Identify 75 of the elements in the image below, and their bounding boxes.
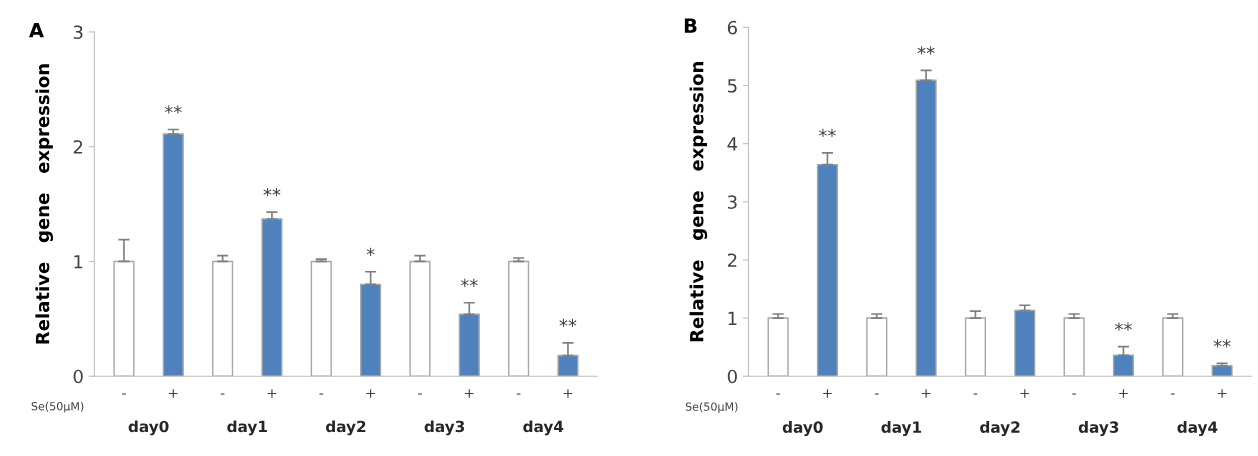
chart-title: A	[29, 23, 44, 38]
x-tick-label: -	[776, 393, 780, 395]
bar	[458, 313, 480, 377]
x-tick-label: +	[921, 389, 931, 398]
data-label: **	[559, 318, 577, 328]
text: day4	[1177, 421, 1218, 436]
data-label: **	[917, 46, 935, 55]
text: day2	[980, 421, 1020, 436]
x-tick-label: -	[319, 393, 324, 395]
x-tick-label: +	[563, 389, 573, 398]
y-tick-label: 2	[727, 253, 737, 267]
y-tick-label: 1	[728, 311, 737, 325]
data-label: **	[263, 187, 281, 197]
bar	[212, 260, 234, 377]
text: day4	[523, 420, 564, 436]
x-tick-label: +	[823, 389, 832, 398]
bar	[508, 260, 530, 377]
y-tick-label: 3	[727, 195, 737, 209]
text: day2	[325, 420, 366, 436]
bar	[816, 163, 839, 377]
y-axis-title: Relative gene expression	[689, 62, 708, 342]
data-label: **	[1213, 339, 1231, 348]
text: day3	[1078, 421, 1119, 436]
x-tick-label: +	[168, 389, 178, 398]
bar	[310, 260, 332, 377]
x-tick-label: -	[418, 393, 422, 395]
x-tick-label: -	[1170, 393, 1175, 395]
bar	[113, 260, 135, 377]
bar	[964, 317, 987, 377]
text: day1	[881, 421, 922, 436]
bar	[261, 218, 283, 377]
text: Se(50μM)	[31, 401, 84, 413]
bar	[866, 317, 888, 377]
text: day1	[227, 420, 267, 436]
bar	[915, 79, 937, 377]
x-tick-label: +	[267, 389, 277, 398]
data-label: *	[366, 247, 375, 256]
y-tick-label: 6	[727, 20, 737, 35]
bar	[1162, 317, 1184, 377]
x-tick-label: -	[122, 393, 126, 395]
x-tick-label: +	[1020, 389, 1030, 398]
bar	[360, 283, 382, 377]
y-axis-title: Relative gene expression	[35, 64, 53, 344]
bar	[1112, 354, 1135, 377]
x-tick-label: -	[973, 393, 978, 395]
x-tick-label: +	[366, 389, 375, 398]
text: day3	[424, 420, 465, 436]
data-label: **	[164, 105, 182, 114]
text: day0	[128, 420, 169, 436]
text: Se(50μM)	[685, 402, 738, 413]
y-tick-label: 1	[74, 255, 83, 269]
data-label: **	[460, 278, 478, 287]
bar	[1063, 317, 1085, 377]
x-tick-label: -	[1072, 393, 1076, 395]
data-label: **	[818, 128, 836, 138]
text: day0	[782, 421, 823, 436]
bar	[162, 133, 184, 377]
bar	[1014, 309, 1036, 377]
x-tick-label: -	[874, 393, 879, 395]
y-tick-label: 0	[73, 369, 83, 384]
y-tick-label: 4	[727, 137, 738, 151]
y-tick-label: 0	[727, 369, 737, 384]
y-tick-label: 5	[728, 79, 737, 93]
bar	[557, 354, 579, 377]
bar	[767, 317, 789, 377]
x-tick-label: +	[1217, 389, 1227, 398]
y-tick-label: 2	[73, 140, 83, 154]
y-tick-label: 3	[73, 25, 83, 40]
data-label: **	[1114, 322, 1132, 331]
chart-title: B	[684, 18, 697, 33]
x-tick-label: +	[1119, 389, 1128, 398]
x-tick-label: +	[464, 389, 474, 398]
bar	[409, 260, 431, 377]
x-tick-label: -	[516, 393, 521, 395]
x-tick-label: -	[220, 393, 225, 395]
